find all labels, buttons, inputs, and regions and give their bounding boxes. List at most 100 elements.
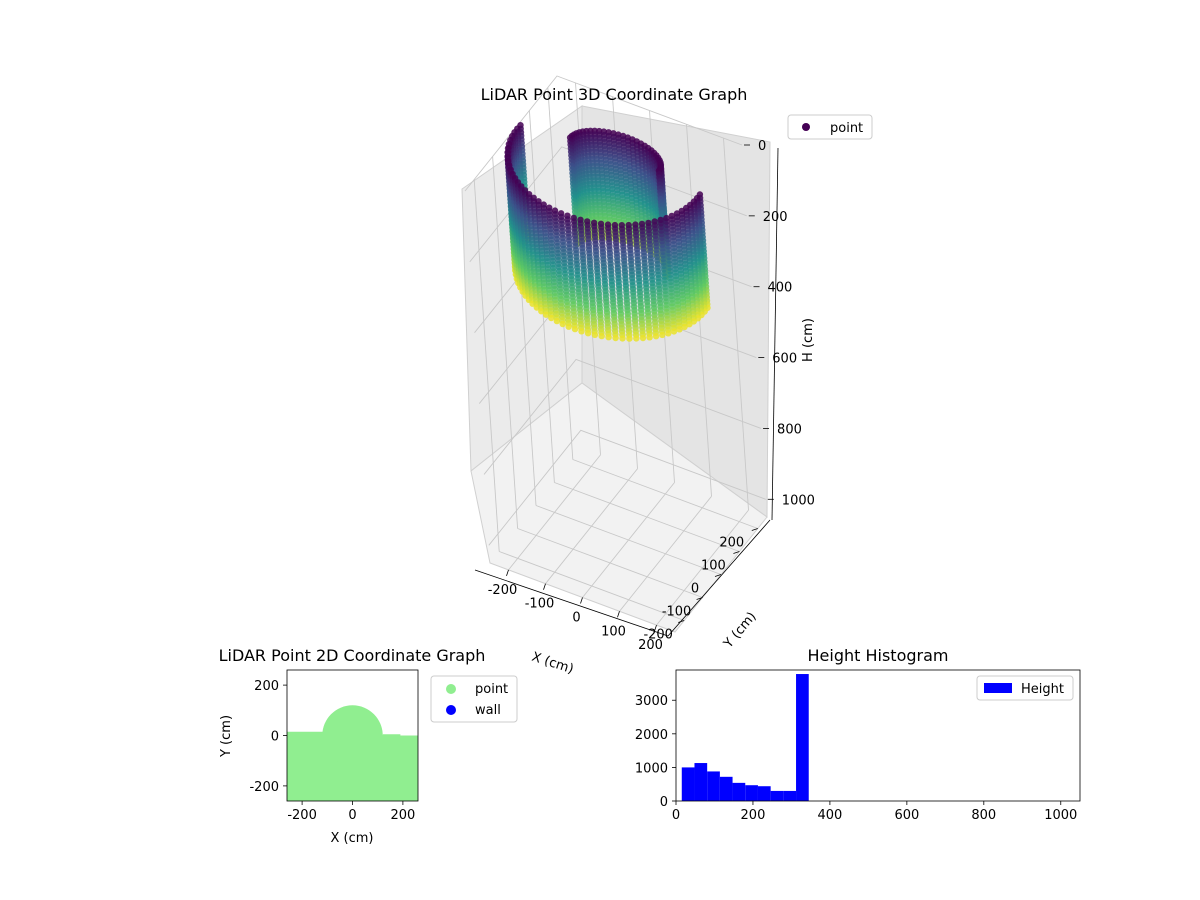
y-tick-label: 2000 — [635, 728, 668, 743]
grid-line — [723, 138, 749, 511]
xlabel-3d: X (cm) — [530, 650, 576, 678]
title-2d: LiDAR Point 2D Coordinate Graph — [219, 646, 486, 665]
plot2d: LiDAR Point 2D Coordinate Graph -200 0 200… — [219, 646, 518, 846]
data-point — [598, 332, 605, 340]
x-tick-label: 800 — [971, 808, 996, 823]
z-tick-label: 1000 — [782, 493, 815, 508]
data-point — [681, 323, 688, 331]
histogram-bar — [745, 785, 758, 801]
y-tick — [714, 574, 722, 577]
point-region-dome — [322, 705, 383, 766]
x-tick-label: 0 — [672, 808, 680, 823]
y-tick — [696, 597, 703, 600]
data-point — [619, 335, 626, 342]
z-tick-label: 200 — [763, 210, 788, 225]
data-point — [633, 335, 640, 342]
legend-hist-label: Height — [1021, 682, 1064, 697]
legend-2d-marker-point — [446, 684, 456, 694]
title-hist: Height Histogram — [808, 646, 949, 665]
legend-3d: point — [787, 114, 873, 140]
zlabel-3d: H (cm) — [801, 318, 816, 362]
y-tick-label: 0 — [271, 730, 279, 745]
data-point — [584, 330, 592, 337]
x-tick-label: 200 — [741, 808, 766, 823]
data-point — [548, 314, 555, 322]
histogram-bar — [707, 771, 720, 801]
histogram-bar — [719, 776, 733, 801]
grid-line — [619, 496, 712, 612]
grid-line — [473, 179, 500, 552]
y-tick — [733, 551, 740, 554]
x-tick-label: -100 — [525, 597, 555, 612]
grid-line — [572, 459, 758, 529]
grid-line — [656, 509, 749, 626]
data-point — [652, 333, 660, 340]
title-3d: LiDAR Point 3D Coordinate Graph — [481, 85, 748, 104]
y-tick — [678, 620, 685, 623]
x-tick-label: 0 — [348, 808, 356, 823]
y-tick-label: 100 — [701, 559, 726, 574]
x-tick-label: -200 — [488, 583, 518, 598]
xlabel-2d: X (cm) — [331, 831, 374, 846]
data-point — [542, 311, 550, 318]
plot2d-area — [287, 705, 418, 801]
grid-line — [535, 505, 722, 575]
legend-2d-marker-wall — [446, 705, 456, 715]
y-tick-label: 200 — [719, 536, 744, 551]
z-tick-label: 800 — [777, 422, 802, 437]
histogram: Height Histogram 0 200 400 600 800 1000 0 1000 2… — [635, 646, 1081, 823]
z-axis-line — [771, 147, 779, 521]
ticks-3d: -200-1000100200-200-10001002000200400600… — [488, 139, 815, 653]
x-tick — [654, 624, 657, 632]
y-tick-label: -200 — [249, 780, 279, 795]
x-tick-label: 200 — [390, 808, 415, 823]
histogram-bar — [783, 790, 797, 801]
y-axis-line — [667, 519, 771, 637]
data-point — [670, 328, 678, 335]
grid-line — [464, 75, 743, 192]
legend-hist-box — [976, 675, 1074, 701]
data-point — [559, 320, 566, 328]
data-point — [538, 308, 545, 315]
histogram-bar — [681, 767, 695, 801]
histogram-bar — [757, 786, 771, 801]
data-point — [565, 323, 572, 330]
x-tick-label: 200 — [638, 638, 663, 653]
ticks-hist: 0 200 400 600 800 1000 0 1000 2000 3000 — [635, 694, 1077, 823]
grid-line — [483, 358, 762, 475]
x-tick — [506, 569, 509, 577]
ticks-2d: -200 0 200 -200 0 200 — [249, 679, 415, 823]
legend-hist-marker — [984, 683, 1012, 693]
x-tick — [617, 611, 620, 618]
data-point — [626, 335, 633, 342]
y-tick-label: -100 — [662, 605, 692, 620]
x-tick — [580, 597, 583, 604]
x-tick-label: 600 — [894, 808, 919, 823]
ylabel-3d: Y (cm) — [720, 609, 759, 652]
z-tick-label: 600 — [772, 352, 797, 367]
data-point — [665, 330, 672, 337]
data-point — [591, 331, 599, 338]
data-point — [639, 334, 647, 342]
plot3d: -200-1000100200-200-10001002000200400600… — [461, 75, 873, 678]
histogram-bars — [681, 674, 809, 801]
data-point — [553, 317, 561, 325]
histogram-bar — [796, 674, 809, 801]
y-tick-label: 0 — [691, 582, 699, 597]
legend-2d-label-point: point — [475, 682, 508, 697]
histogram-bar — [694, 763, 708, 801]
x-tick — [543, 583, 546, 590]
legend-3d-marker — [802, 123, 810, 131]
x-tick-label: -200 — [287, 808, 317, 823]
legend-3d-label: point — [830, 121, 863, 136]
grid-line — [492, 156, 519, 529]
y-tick-label: -200 — [643, 628, 673, 643]
x-tick-label: 100 — [601, 624, 626, 639]
legend-2d-label-wall: wall — [475, 703, 501, 718]
legend-hist: Height — [976, 675, 1074, 701]
hist-frame — [675, 669, 1081, 802]
x-tick-label: 400 — [817, 808, 842, 823]
z-tick-label: 400 — [768, 281, 793, 296]
data-point — [578, 328, 585, 335]
